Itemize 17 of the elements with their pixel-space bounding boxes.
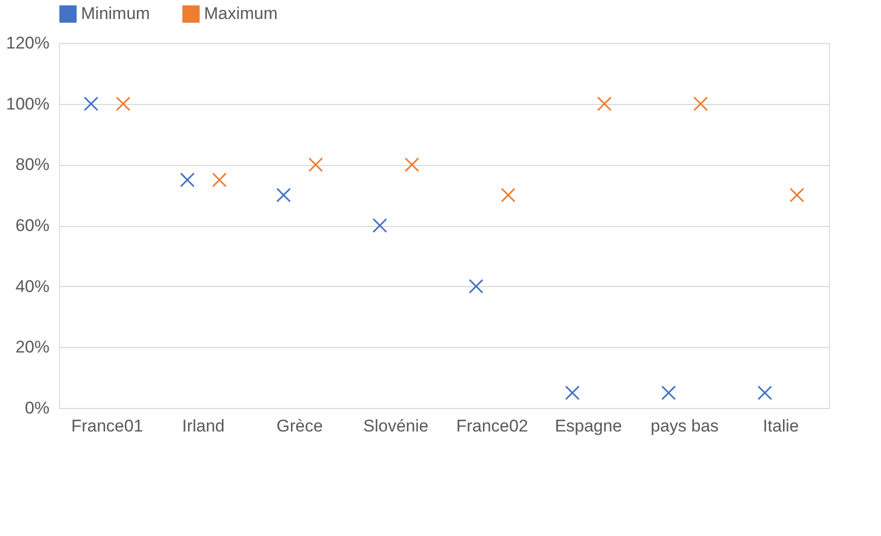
y-tick-label: 0%: [24, 398, 50, 418]
y-tick-label: 20%: [15, 338, 50, 357]
y-tick-label: 60%: [15, 216, 50, 235]
y-tick-label: 120%: [6, 34, 50, 52]
legend-label: Maximum: [204, 4, 278, 24]
x-tick-label: Grèce: [276, 416, 323, 436]
x-tick-label: France02: [456, 416, 528, 436]
x-tick-label: Italie: [762, 416, 799, 436]
y-tick-label: 80%: [15, 155, 50, 174]
x-tick-label: Irland: [182, 416, 225, 436]
legend-label: Minimum: [81, 4, 150, 24]
x-tick-label: pays bas: [650, 416, 719, 436]
x-tick-label: Slovénie: [363, 416, 428, 436]
y-tick-label: 40%: [15, 276, 50, 296]
x-tick-label: Espagne: [554, 416, 622, 436]
x-tick-label: France01: [71, 416, 144, 436]
y-tick-label: 100%: [6, 94, 50, 114]
